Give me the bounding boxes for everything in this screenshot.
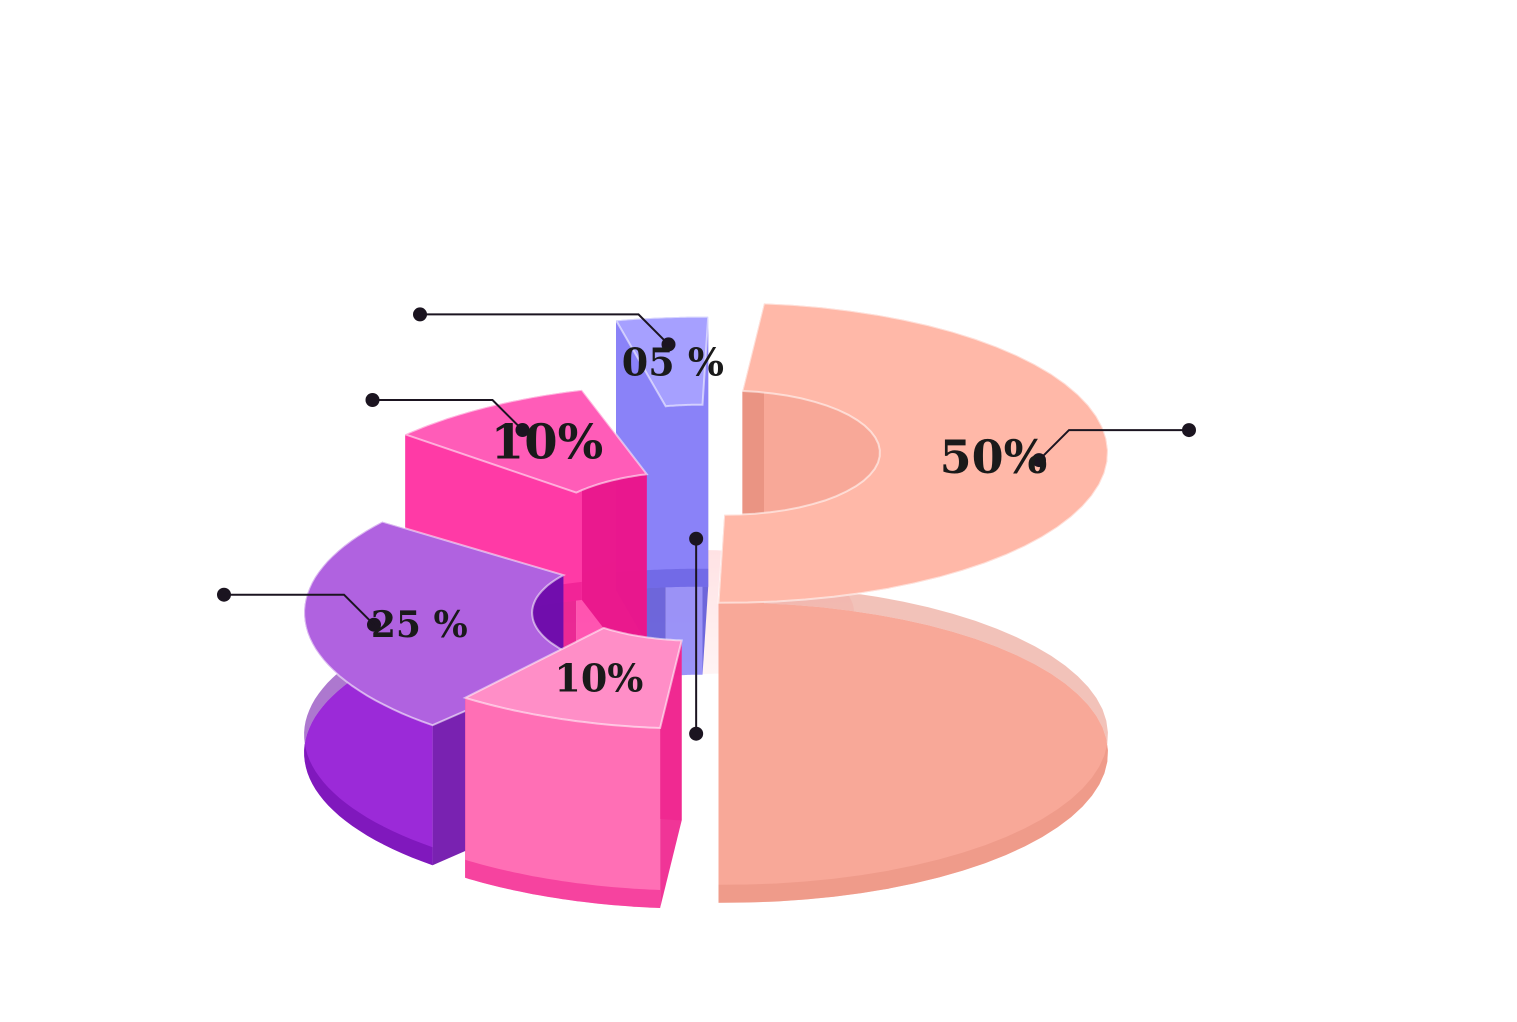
slice-base-rim xyxy=(304,643,433,866)
slice-outer-wall xyxy=(465,697,661,908)
slice-label: 25 % xyxy=(371,604,468,646)
leader-path xyxy=(224,593,375,626)
slice-0 xyxy=(717,302,1109,903)
leader-line xyxy=(1032,423,1196,468)
leader-line xyxy=(365,393,530,437)
leader-path xyxy=(372,399,524,431)
slice-top-face xyxy=(402,388,649,494)
leader-path xyxy=(1038,429,1189,461)
slice-label: 05 % xyxy=(622,339,724,384)
slice-top-face xyxy=(717,302,1109,604)
slice-top-face xyxy=(462,626,683,730)
slice-label: 10% xyxy=(554,655,643,700)
slice-label: 10% xyxy=(491,414,603,470)
slice-1 xyxy=(462,626,683,908)
leader-path xyxy=(420,313,670,346)
slice-label: 50% xyxy=(940,430,1048,484)
leader-line xyxy=(413,307,676,352)
leader-line xyxy=(689,531,704,741)
slice-base-rim xyxy=(465,859,661,908)
leader-line xyxy=(217,587,381,632)
